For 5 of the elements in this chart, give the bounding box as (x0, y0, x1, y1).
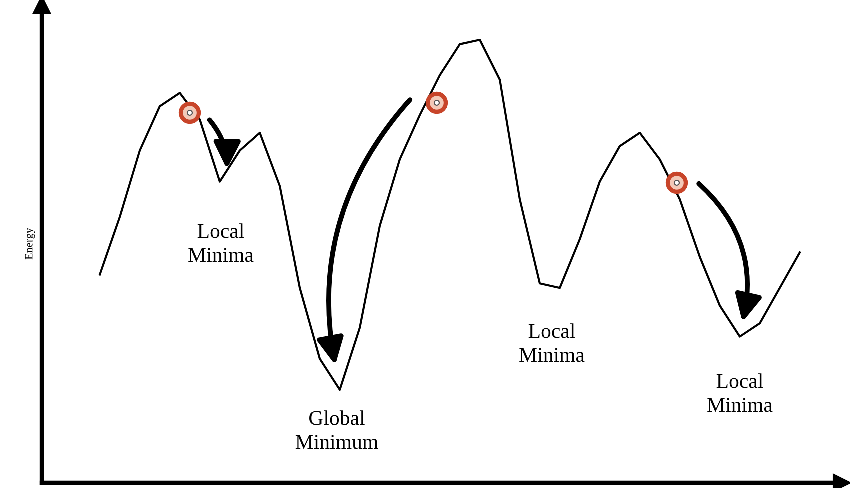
annotation: Local Minima (188, 224, 254, 262)
annotation: Local Minima (520, 324, 585, 362)
annotation: Global Minimum (296, 410, 378, 450)
annotation: Local Minima (708, 374, 773, 412)
y-axis-title: Energy (25, 228, 36, 260)
